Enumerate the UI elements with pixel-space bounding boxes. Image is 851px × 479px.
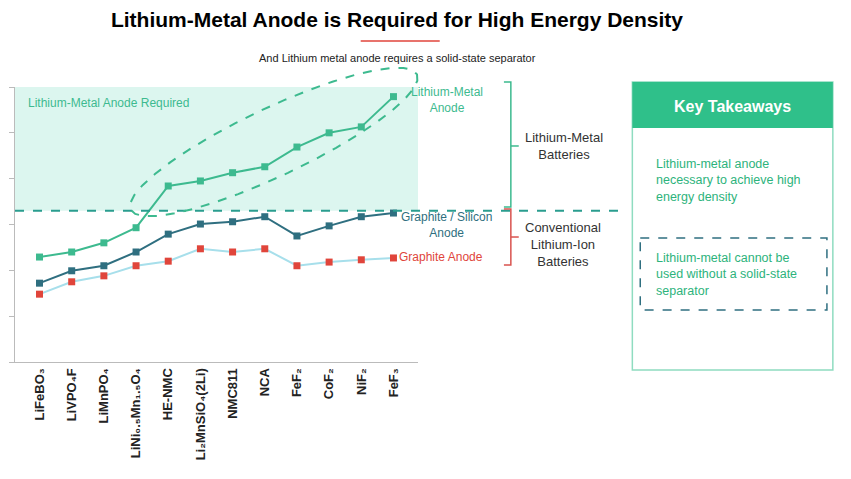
svg-text:Graphite / SiliconAnode: Graphite / SiliconAnode [401, 210, 492, 240]
svg-text:NCA: NCA [257, 368, 272, 397]
svg-text:NiF₂: NiF₂ [354, 368, 369, 395]
svg-text:NMC811: NMC811 [225, 368, 240, 419]
svg-text:Li₂MnSiO₄(2Li): Li₂MnSiO₄(2Li) [193, 368, 208, 460]
svg-text:LiFeBO₃: LiFeBO₃ [32, 368, 47, 420]
svg-text:Lithium-metal anodenecessary t: Lithium-metal anodenecessary to achieve … [656, 157, 801, 204]
svg-text:FeF₃: FeF₃ [386, 368, 401, 397]
svg-text:LiVPO₄F: LiVPO₄F [64, 368, 79, 421]
svg-text:CoF₂: CoF₂ [321, 368, 336, 399]
svg-text:ConventionalLithium-IonBatteri: ConventionalLithium-IonBatteries [525, 220, 601, 269]
svg-text:LiNi₀.₅Mn₁.₅O₄: LiNi₀.₅Mn₁.₅O₄ [128, 368, 143, 458]
svg-text:Key Takeaways: Key Takeaways [674, 98, 791, 115]
svg-text:FeF₂: FeF₂ [289, 368, 304, 397]
svg-text:Graphite Anode: Graphite Anode [399, 250, 483, 264]
svg-text:Lithium-MetalAnode: Lithium-MetalAnode [411, 85, 483, 115]
svg-text:Lithium-Metal Anode Required: Lithium-Metal Anode Required [28, 96, 189, 110]
svg-text:HE-NMC: HE-NMC [160, 368, 175, 421]
svg-text:Lithium-Metal Anode is Require: Lithium-Metal Anode is Required for High… [111, 8, 683, 31]
svg-text:And Lithium metal anode requir: And Lithium metal anode requires a solid… [259, 52, 536, 64]
svg-text:Lithium-MetalBatteries: Lithium-MetalBatteries [525, 130, 603, 162]
svg-text:Lithium-metal cannot beused wi: Lithium-metal cannot beused without a so… [656, 251, 797, 298]
svg-text:LiMnPO₄: LiMnPO₄ [96, 368, 111, 423]
